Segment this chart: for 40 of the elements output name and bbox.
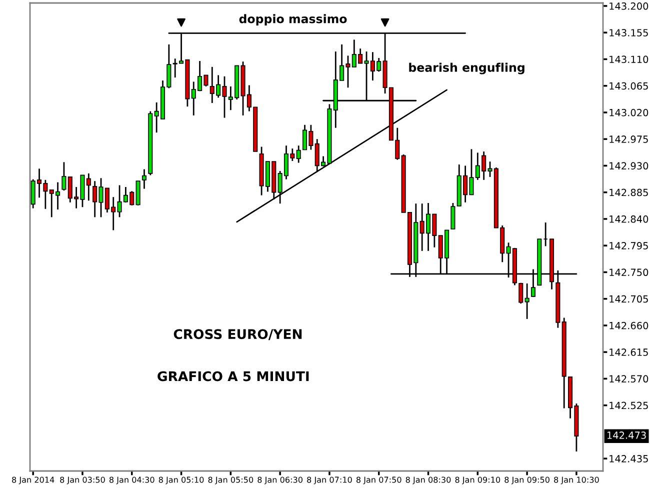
annotation: doppio massimo <box>239 14 347 26</box>
candlestick <box>524 282 530 320</box>
y-tick-label: 142.795 <box>610 242 648 250</box>
candlestick <box>136 180 140 206</box>
y-tick-label: 142.840 <box>610 215 648 223</box>
x-tick-label: 8 Jan 05:50 <box>208 476 254 484</box>
y-tick-label: 142.525 <box>610 402 648 410</box>
y-tick-label: 142.930 <box>610 162 648 170</box>
y-tick-label: 142.435 <box>610 455 648 462</box>
candlestick <box>450 202 456 230</box>
x-tick-label: 8 Jan 08:30 <box>406 476 451 484</box>
annotation: GRAFICO A 5 MINUTI <box>158 371 309 382</box>
text: 142.473 <box>608 432 646 439</box>
y-tick-label: 142.615 <box>610 348 648 356</box>
annotation: bearish engufling <box>409 62 524 74</box>
y-tick-label: 143.110 <box>610 56 648 64</box>
y-tick-label: 142.885 <box>610 188 648 196</box>
x-tick-label: 8 Jan 06:30 <box>258 476 302 484</box>
x-tick-label: 8 Jan 07:50 <box>356 476 402 484</box>
y-tick-label: 143.020 <box>610 108 648 116</box>
y-tick-label: 142.660 <box>610 322 648 330</box>
candlestick <box>62 161 66 192</box>
candlestick <box>142 168 146 190</box>
annotation: CROSS EURO/YEN <box>174 329 302 340</box>
y-tick-label: 142.570 <box>610 375 648 383</box>
y-tick-label: 142.750 <box>610 268 648 276</box>
x-tick-label: 8 Jan 09:10 <box>455 476 500 484</box>
x-tick-label: 8 Jan 09:50 <box>504 476 550 484</box>
x-tick-label: 8 Jan 05:10 <box>158 476 204 484</box>
y-tick-label: 142.975 <box>610 136 648 143</box>
y-tick-label: 143.155 <box>610 29 648 36</box>
x-tick-label: 8 Jan 2014 <box>12 476 54 484</box>
y-tick-label: 143.200 <box>610 2 648 10</box>
x-tick-label: 8 Jan 10:30 <box>554 476 599 484</box>
x-tick-label: 8 Jan 03:50 <box>60 476 105 484</box>
x-tick-label: 8 Jan 04:30 <box>109 476 154 484</box>
y-tick-label: 143.065 <box>610 82 648 90</box>
candlestick <box>296 144 301 164</box>
x-tick-label: 8 Jan 07:10 <box>307 476 352 484</box>
y-tick-label: 142.705 <box>610 295 648 303</box>
